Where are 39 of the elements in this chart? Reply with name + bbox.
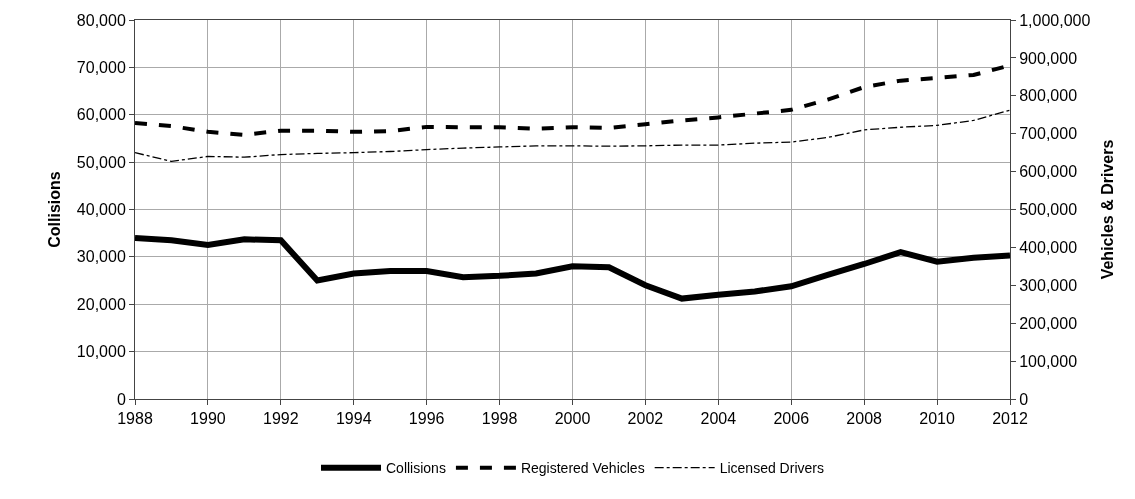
line-series <box>135 109 1010 163</box>
y2-tick-label: 600,000 <box>1019 163 1078 181</box>
y2-axis-title: Vehicles & Drivers <box>1099 139 1117 280</box>
y2-tick-label: 400,000 <box>1019 239 1078 256</box>
y2-tick-label: 0 <box>1019 390 1029 408</box>
x-tick-label: 2002 <box>627 410 664 428</box>
y-tick-label: 80,000 <box>76 11 126 29</box>
legend-label: Registered Vehicles <box>520 460 645 477</box>
x-tick-label: 1992 <box>263 410 299 428</box>
x-tick-label: 1996 <box>408 410 445 428</box>
x-tick-label: 2000 <box>554 410 591 428</box>
y-tick-label: 50,000 <box>76 153 126 171</box>
y-tick-label: 30,000 <box>76 248 126 266</box>
y-tick-label: 60,000 <box>76 106 126 124</box>
y-tick-label: 70,000 <box>76 58 126 76</box>
legend-label: Licensed Drivers <box>719 460 824 477</box>
y2-tick-label: 800,000 <box>1019 87 1078 105</box>
y2-tick-label: 1,000,000 <box>1019 11 1091 29</box>
y2-tick-label: 500,000 <box>1019 201 1078 219</box>
y2-tick-label: 900,000 <box>1019 49 1078 67</box>
y-tick-label: 40,000 <box>76 201 126 219</box>
y2-tick-label: 100,000 <box>1019 352 1078 370</box>
y2-tick-label: 300,000 <box>1019 276 1078 294</box>
x-tick-label: 1990 <box>190 410 226 428</box>
x-tick-label: 2012 <box>992 410 1028 428</box>
y-tick-label: 10,000 <box>76 343 126 361</box>
y-tick-label: 0 <box>116 390 126 408</box>
legend-label: Collisions <box>386 460 446 477</box>
y-axis-title: Collisions <box>45 171 63 248</box>
x-tick-label: 2010 <box>919 410 955 428</box>
y-tick-label: 20,000 <box>76 295 126 313</box>
x-tick-label: 2006 <box>773 410 810 428</box>
y2-tick-label: 200,000 <box>1019 314 1078 332</box>
x-tick-label: 2008 <box>846 410 883 428</box>
x-tick-label: 1988 <box>117 410 153 428</box>
x-tick-label: 1998 <box>481 410 518 428</box>
x-tick-label: 1994 <box>335 410 372 428</box>
y2-tick-label: 700,000 <box>1019 125 1078 143</box>
x-tick-label: 2004 <box>700 410 737 428</box>
